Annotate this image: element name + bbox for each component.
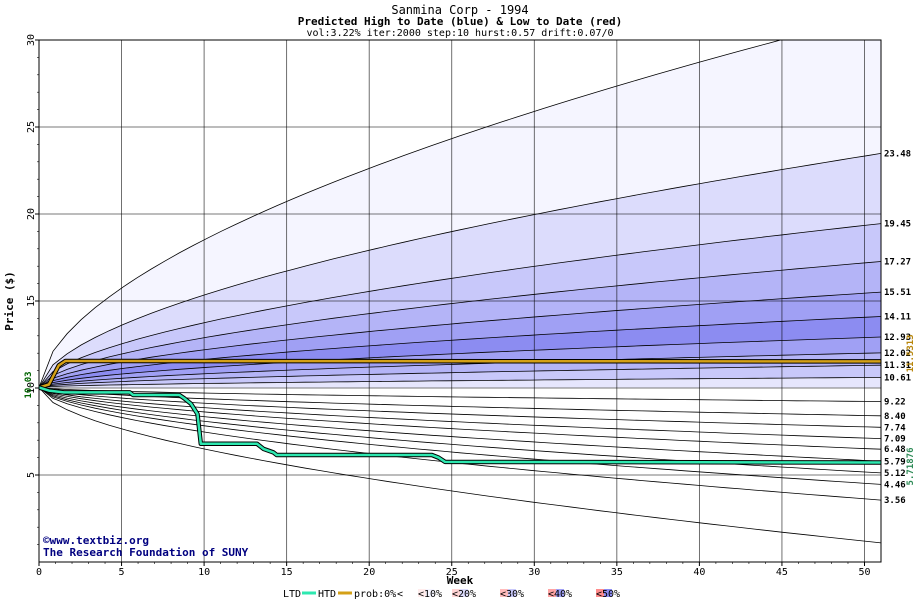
chart-parameters: vol:3.22% iter:2000 step:10 hurst:0.57 d… [306,28,613,39]
high-band-line-1 [39,153,881,388]
credit-url: ©www.textbiz.org [43,534,149,547]
low-band-line-3 [39,387,881,439]
high-band-3 [39,261,881,388]
high-band-line-9 [39,377,881,388]
low-band-label-4: 6.48 [884,445,906,455]
low-band-label-8: 3.56 [884,496,906,506]
high-band-9 [39,377,881,388]
x-axis-ticks: 0 5 10 15 20 25 30 35 40 45 50 [36,562,871,578]
htd-final-value: 11.5313 [906,334,916,372]
low-band-label-7: 4.46 [884,480,906,490]
high-band-line-7 [39,352,881,388]
y-tick-label-25: 25 [26,121,37,133]
low-band-line-2 [39,387,881,428]
x-tick-label-35: 35 [611,567,623,578]
legend-p50: <50% [596,589,620,600]
y-tick-label-30: 30 [26,34,37,46]
high-band-8 [39,365,881,388]
legend-swatch-20-blue [460,589,468,597]
high-band-1 [39,153,881,388]
low-band-label-3: 7.09 [884,435,906,445]
legend-swatch-30-red [500,589,508,597]
low-band-label-5: 5.79 [884,457,906,467]
x-tick-label-40: 40 [693,567,705,578]
x-tick-label-10: 10 [198,567,210,578]
chart-title: Sanmina Corp - 1994 [391,3,528,17]
legend-htd-label: HTD [318,589,336,600]
legend-swatch-0-blue [405,589,412,597]
legend-swatch-20-red [452,589,460,597]
x-axis-label: Week [447,574,474,587]
x-tick-label-15: 15 [281,567,293,578]
y-axis-label: Price ($) [3,271,16,331]
high-band-line-0 [39,40,783,388]
credit-organization: The Research Foundation of SUNY [43,546,249,559]
legend-swatch-30-blue [508,589,516,597]
legend-swatch-50-red [596,589,604,597]
high-band-label-2: 19.45 [884,220,911,230]
legend: LTD HTD prob:0% < <10% <20% <30% <40% <5… [283,589,620,600]
legend-swatch-50-blue [604,589,612,597]
legend-swatch-40-red [548,589,556,597]
low-band-line-4 [39,387,881,450]
y-tick-label-5: 5 [26,472,37,478]
x-tick-label-0: 0 [36,567,42,578]
high-band-line-4 [39,291,881,388]
low-band-line-5 [39,387,881,462]
high-band-label-1: 23.48 [884,149,911,159]
high-band-label-4: 15.51 [884,288,911,298]
low-band-line-7 [39,387,881,485]
legend-swatch-10-blue [426,589,434,597]
band-end-labels: 23.48 19.45 17.27 15.51 14.11 12.93 12.02 11.31… [884,149,911,506]
legend-swatch-10-red [418,589,426,597]
high-band-line-6 [39,336,881,388]
x-tick-label-20: 20 [363,567,375,578]
low-band-label-0: 9.22 [884,398,906,408]
legend-p20: <20% [452,589,476,600]
low-band-label-2: 7.74 [884,423,906,433]
low-band-label-1: 8.40 [884,412,906,422]
high-band-label-7: 12.02 [884,349,911,359]
legend-ltd-label: LTD [283,589,301,600]
high-band-label-3: 17.27 [884,258,911,268]
chart-subtitle: Predicted High to Date (blue) & Low to D… [298,15,623,28]
x-tick-label-45: 45 [776,567,788,578]
high-band-label-6: 12.93 [884,333,911,343]
high-band-line-8 [39,364,881,388]
low-band-line-0 [39,387,881,402]
legend-prob-label: prob:0% [354,589,396,600]
low-band-label-6: 5.12 [884,469,906,479]
y-tick-label-15: 15 [26,295,37,307]
high-band-5 [39,316,881,388]
x-tick-label-50: 50 [858,567,870,578]
legend-p30: <30% [500,589,524,600]
x-tick-label-25: 25 [446,567,458,578]
price-series [39,358,881,465]
high-band-line-3 [39,261,881,388]
x-tick-label-5: 5 [119,567,125,578]
start-price-label: 10.03 [24,371,34,398]
high-band-label-5: 14.11 [884,312,911,322]
ltd-final-value: 5.71876 [906,448,916,486]
htd-line [39,359,881,389]
high-band-label-9: 10.61 [884,373,911,383]
legend-swatch-40-blue [556,589,564,597]
high-band-line-2 [39,223,881,388]
high-band-label-8: 11.31 [884,361,911,371]
high-band-4 [39,292,881,388]
y-tick-label-10: 10 [26,382,37,394]
x-tick-label-30: 30 [528,567,540,578]
probability-bands [39,40,881,562]
y-axis-ticks: 5 10 15 20 25 30 [26,34,39,545]
low-band-line-9 [39,387,881,544]
legend-lt-0: < [397,589,403,600]
band-boundary-lines [39,40,881,544]
y-tick-label-20: 20 [26,208,37,220]
high-band-2 [39,223,881,388]
ltd-line [39,386,881,464]
legend-p40: <40% [548,589,572,600]
legend-p10: <10% [418,589,442,600]
legend-swatch-0-red [398,589,405,597]
